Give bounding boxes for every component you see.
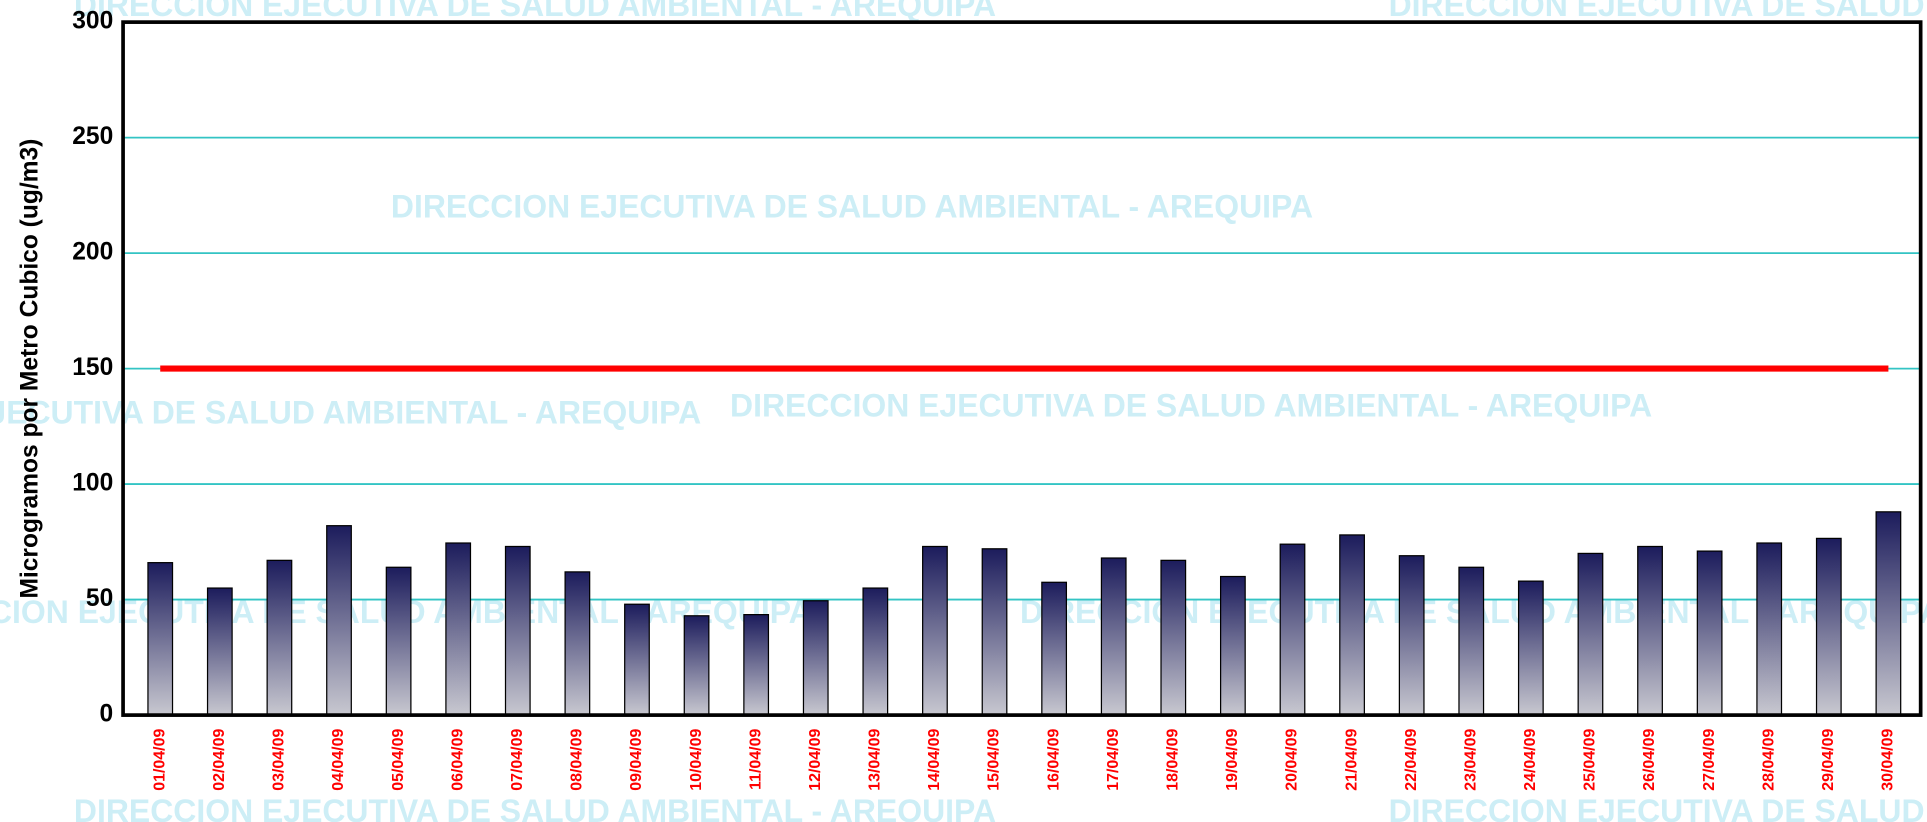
bar xyxy=(1757,543,1782,715)
x-tick-label: 16/04/09 xyxy=(1045,729,1062,791)
bar xyxy=(1161,560,1186,715)
bar xyxy=(1876,512,1901,715)
watermark: DIRECCION EJECUTIVA DE SALUD AMBIENTAL -… xyxy=(0,395,701,431)
x-tick-label: 12/04/09 xyxy=(807,729,824,791)
bar xyxy=(386,567,411,715)
x-tick-label: 11/04/09 xyxy=(747,729,764,790)
bar xyxy=(625,604,650,715)
bar xyxy=(1101,558,1126,715)
x-tick-label: 14/04/09 xyxy=(926,729,943,791)
x-tick-label: 30/04/09 xyxy=(1880,729,1897,791)
x-tick-label: 25/04/09 xyxy=(1582,729,1599,791)
bar xyxy=(744,615,769,715)
bar xyxy=(1697,551,1722,715)
chart: DIRECCION EJECUTIVA DE SALUD AMBIENTAL -… xyxy=(0,0,1927,822)
x-tick-label: 21/04/09 xyxy=(1343,729,1360,791)
x-tick-label: 06/04/09 xyxy=(449,729,466,791)
bar xyxy=(1638,546,1663,715)
bar xyxy=(1399,556,1424,715)
bar xyxy=(1459,567,1484,715)
x-tick-label: 28/04/09 xyxy=(1760,729,1777,791)
x-tick-label: 05/04/09 xyxy=(390,729,407,791)
x-tick-label: 24/04/09 xyxy=(1522,729,1539,791)
y-tick-label: 0 xyxy=(100,701,114,728)
bar xyxy=(267,560,292,715)
y-tick-label: 250 xyxy=(72,123,113,150)
y-tick-label: 300 xyxy=(72,8,113,35)
y-tick-label: 200 xyxy=(72,239,113,266)
y-tick-label: 50 xyxy=(86,585,113,612)
watermark: DIRECCION EJECUTIVA DE SALUD AMBIENTAL -… xyxy=(1389,0,1927,23)
bar xyxy=(923,546,948,715)
x-tick-label: 02/04/09 xyxy=(211,729,228,791)
bar xyxy=(1042,582,1067,715)
x-tick-label: 08/04/09 xyxy=(569,729,586,791)
bar xyxy=(446,543,471,715)
x-tick-label: 17/04/09 xyxy=(1105,729,1122,791)
x-tick-label: 13/04/09 xyxy=(867,729,884,791)
x-tick-label: 20/04/09 xyxy=(1284,729,1301,791)
bar xyxy=(1340,535,1365,715)
bar xyxy=(1221,577,1246,716)
x-tick-label: 22/04/09 xyxy=(1403,729,1420,791)
watermark: DIRECCION EJECUTIVA DE SALUD AMBIENTAL -… xyxy=(74,0,996,23)
bar xyxy=(208,588,233,715)
bar xyxy=(1519,581,1544,715)
bar xyxy=(684,616,709,715)
watermark: DIRECCION EJECUTIVA DE SALUD AMBIENTAL -… xyxy=(730,387,1652,423)
x-tick-label: 26/04/09 xyxy=(1641,729,1658,791)
x-tick-label: 19/04/09 xyxy=(1224,729,1241,791)
x-tick-label: 03/04/09 xyxy=(271,729,288,791)
y-axis-label: Microgramos por Metro Cubico (ug/m3) xyxy=(16,139,43,599)
x-tick-label: 07/04/09 xyxy=(509,729,526,791)
bar xyxy=(565,572,590,715)
y-tick-label: 150 xyxy=(72,354,113,381)
bar xyxy=(506,546,531,715)
y-tick-label: 100 xyxy=(72,470,113,497)
x-tick-label: 23/04/09 xyxy=(1462,729,1479,791)
x-tick-label: 04/04/09 xyxy=(330,729,347,791)
x-tick-label: 01/04/09 xyxy=(151,729,168,791)
x-tick-label: 10/04/09 xyxy=(688,729,705,791)
x-tick-label: 15/04/09 xyxy=(986,729,1003,791)
bar xyxy=(1578,553,1603,715)
bar xyxy=(803,601,828,715)
bar xyxy=(863,588,888,715)
x-tick-label: 09/04/09 xyxy=(628,729,645,791)
bar xyxy=(1817,538,1842,715)
bar xyxy=(1280,544,1305,715)
watermark: DIRECCION EJECUTIVA DE SALUD AMBIENTAL -… xyxy=(74,793,996,822)
x-tick-label: 18/04/09 xyxy=(1165,729,1182,791)
watermark: DIRECCION EJECUTIVA DE SALUD AMBIENTAL -… xyxy=(1389,793,1927,822)
bar xyxy=(148,563,173,715)
x-tick-label: 29/04/09 xyxy=(1820,729,1837,791)
bar xyxy=(327,526,352,715)
watermark: DIRECCION EJECUTIVA DE SALUD AMBIENTAL -… xyxy=(391,188,1313,224)
bar xyxy=(982,549,1007,715)
x-tick-label: 27/04/09 xyxy=(1701,729,1718,791)
